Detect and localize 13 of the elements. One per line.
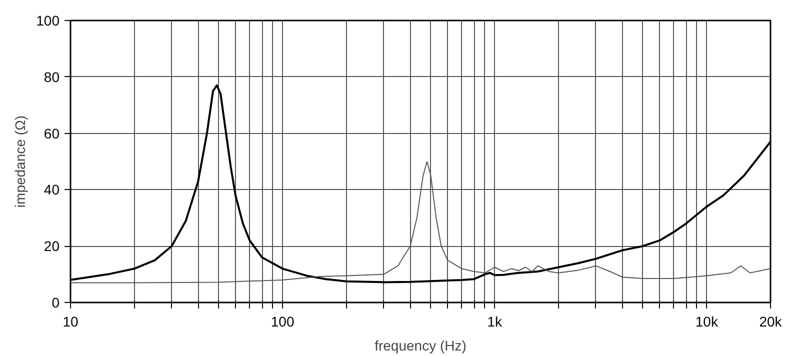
x-tick-label: 10	[62, 314, 78, 330]
x-tick-label: 100	[270, 314, 294, 330]
x-tick-label: 1k	[487, 314, 504, 330]
y-tick-label: 80	[44, 68, 60, 85]
y-tick-label: 100	[36, 12, 60, 28]
x-axis-title: frequency (Hz)	[374, 338, 466, 354]
y-tick-label: 20	[44, 238, 60, 254]
y-tick-label: 60	[44, 125, 60, 142]
y-tick-label: 0	[52, 294, 60, 310]
x-tick-label: 10k	[695, 314, 719, 330]
y-axis-title: impedance (Ω)	[12, 115, 28, 208]
y-tick-label: 40	[44, 182, 60, 198]
x-tick-label: 20k	[759, 314, 783, 330]
